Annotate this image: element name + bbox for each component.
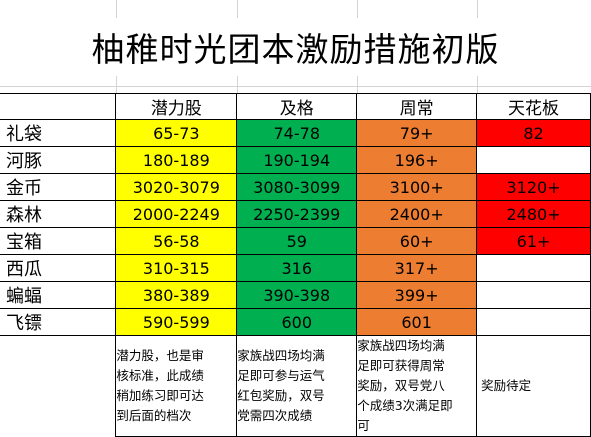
table-row: 金币 3020-3079 3080-3099 3100+ 3120+ bbox=[0, 173, 591, 201]
note-potential: 潜力股，也是审 核标准，此成绩 稍加练习即可达 到后面的档次 bbox=[115, 335, 238, 437]
cell-ceiling bbox=[476, 281, 591, 309]
cell-ceiling: 2480+ bbox=[476, 200, 591, 228]
cell-potential: 590-599 bbox=[115, 308, 238, 336]
header-weekly: 周常 bbox=[356, 93, 478, 120]
cell-potential: 65-73 bbox=[115, 119, 238, 147]
row-label: 河豚 bbox=[0, 146, 117, 174]
note-weekly-text: 家族战四场均满 足即可获得周常 奖励，双号党八 个成绩3次满足即 可 bbox=[357, 338, 453, 433]
cell-potential: 3020-3079 bbox=[115, 173, 238, 201]
cell-ceiling bbox=[476, 146, 591, 174]
cell-ceiling: 82 bbox=[476, 119, 591, 147]
note-ceiling-text: 奖励待定 bbox=[481, 378, 532, 393]
cell-potential: 180-189 bbox=[115, 146, 238, 174]
table-row: 蝙蝠 380-389 390-398 399+ bbox=[0, 281, 591, 309]
row-label: 宝箱 bbox=[0, 227, 117, 255]
cell-pass: 190-194 bbox=[236, 146, 358, 174]
row-label: 礼袋 bbox=[0, 119, 117, 147]
header-row: 潜力股 及格 周常 天花板 bbox=[0, 93, 591, 120]
table-row: 飞镖 590-599 600 601 bbox=[0, 308, 591, 336]
notes-blank-cell bbox=[0, 336, 116, 437]
row-label: 金币 bbox=[0, 173, 117, 201]
table-row: 宝箱 56-58 59 60+ 61+ bbox=[0, 227, 591, 255]
cell-potential: 380-389 bbox=[115, 281, 238, 309]
table-row: 西瓜 310-315 316 317+ bbox=[0, 254, 591, 282]
page-title: 柚稚时光团本激励措施初版 bbox=[0, 18, 591, 76]
cell-weekly: 317+ bbox=[356, 254, 478, 282]
cell-ceiling: 61+ bbox=[476, 227, 591, 255]
cell-pass: 390-398 bbox=[236, 281, 358, 309]
header-pass: 及格 bbox=[236, 93, 358, 120]
corner-cell bbox=[0, 93, 116, 120]
row-label: 蝙蝠 bbox=[0, 281, 117, 309]
cell-weekly: 399+ bbox=[356, 281, 478, 309]
cell-ceiling bbox=[476, 254, 591, 282]
header-ceiling: 天花板 bbox=[476, 93, 591, 120]
note-pass-text: 家族战四场均满 足即可参与运气 红包奖励，双号 党需四次成绩 bbox=[237, 348, 325, 423]
cell-weekly: 601 bbox=[356, 308, 478, 336]
note-ceiling: 奖励待定 bbox=[476, 335, 591, 437]
cell-pass: 3080-3099 bbox=[236, 173, 358, 201]
cell-potential: 56-58 bbox=[115, 227, 238, 255]
note-pass: 家族战四场均满 足即可参与运气 红包奖励，双号 党需四次成绩 bbox=[236, 335, 358, 437]
table-row: 河豚 180-189 190-194 196+ bbox=[0, 146, 591, 174]
score-table: 潜力股 及格 周常 天花板 礼袋 65-73 74-78 79+ 82 河豚 180-189… bbox=[0, 93, 591, 437]
row-label: 森林 bbox=[0, 200, 117, 228]
header-potential: 潜力股 bbox=[115, 93, 238, 120]
gridline bbox=[0, 86, 591, 87]
cell-weekly: 60+ bbox=[356, 227, 478, 255]
cell-weekly: 3100+ bbox=[356, 173, 478, 201]
cell-ceiling bbox=[476, 308, 591, 336]
cell-weekly: 2400+ bbox=[356, 200, 478, 228]
cell-pass: 2250-2399 bbox=[236, 200, 358, 228]
cell-ceiling: 3120+ bbox=[476, 173, 591, 201]
cell-potential: 310-315 bbox=[115, 254, 238, 282]
note-weekly: 家族战四场均满 足即可获得周常 奖励，双号党八 个成绩3次满足即 可 bbox=[356, 335, 478, 437]
cell-pass: 600 bbox=[236, 308, 358, 336]
table-row: 礼袋 65-73 74-78 79+ 82 bbox=[0, 119, 591, 147]
note-potential-text: 潜力股，也是审 核标准，此成绩 稍加练习即可达 到后面的档次 bbox=[116, 348, 204, 423]
cell-potential: 2000-2249 bbox=[115, 200, 238, 228]
cell-pass: 59 bbox=[236, 227, 358, 255]
cell-pass: 316 bbox=[236, 254, 358, 282]
cell-weekly: 79+ bbox=[356, 119, 478, 147]
table-row: 森林 2000-2249 2250-2399 2400+ 2480+ bbox=[0, 200, 591, 228]
cell-pass: 74-78 bbox=[236, 119, 358, 147]
row-label: 飞镖 bbox=[0, 308, 117, 336]
row-label: 西瓜 bbox=[0, 254, 117, 282]
cell-weekly: 196+ bbox=[356, 146, 478, 174]
notes-row: 潜力股，也是审 核标准，此成绩 稍加练习即可达 到后面的档次 家族战四场均满 足… bbox=[0, 335, 591, 437]
